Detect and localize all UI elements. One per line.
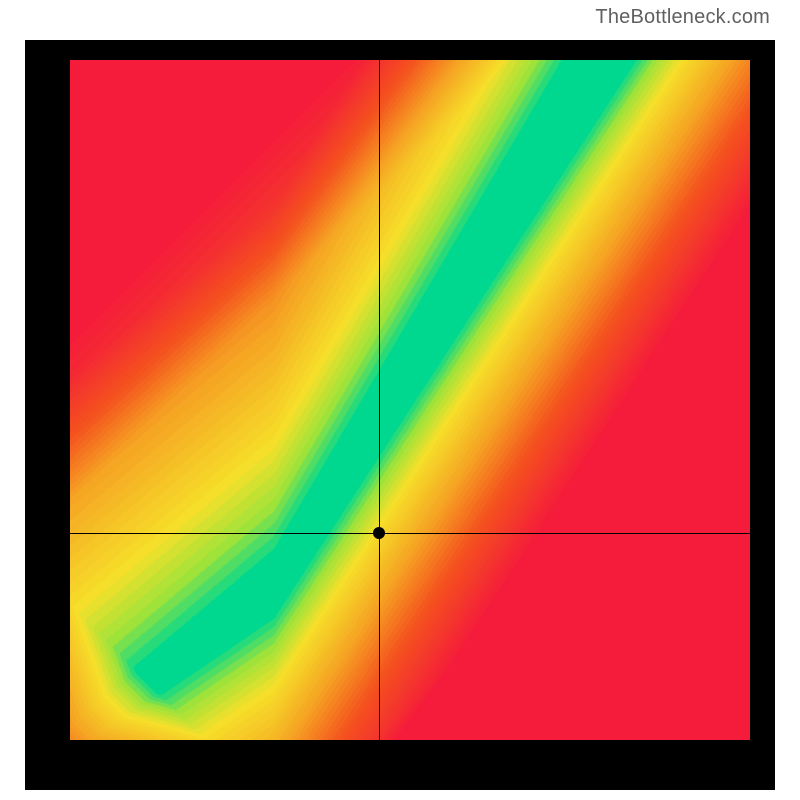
watermark-text: TheBottleneck.com: [595, 6, 770, 29]
chart-outer-frame: [25, 40, 775, 790]
bottleneck-heatmap: [70, 60, 750, 740]
crosshair-horizontal: [70, 533, 750, 534]
selection-marker[interactable]: [373, 527, 385, 539]
crosshair-vertical: [379, 60, 380, 740]
